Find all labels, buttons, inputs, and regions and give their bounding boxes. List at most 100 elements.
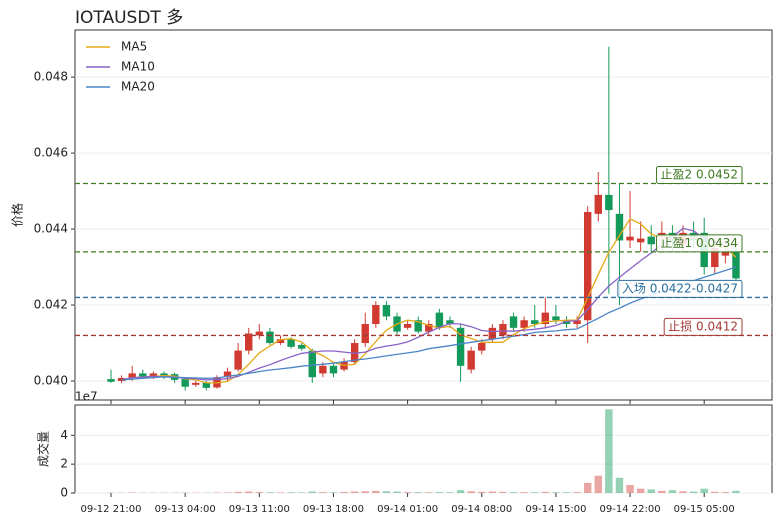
volume-bar [234, 491, 242, 493]
candle-body [552, 316, 560, 321]
volume-bar [435, 492, 444, 493]
candle-body [488, 327, 497, 340]
candle-body [297, 344, 306, 349]
candle-body [139, 373, 147, 377]
volume-bar [414, 492, 422, 493]
candle-body [329, 365, 338, 374]
volume-bar [297, 492, 306, 493]
volume-bar [647, 489, 655, 493]
volume-bar [266, 492, 274, 493]
candle-body [181, 379, 189, 387]
volume-tick-label: 4 [60, 428, 68, 442]
volume-bar [372, 490, 380, 493]
candle-body [255, 331, 264, 336]
candle-body [520, 320, 528, 328]
volume-bar [668, 490, 677, 493]
candle-body [266, 331, 274, 344]
candle-body [541, 312, 550, 325]
candle-body [372, 305, 380, 325]
candle-body [361, 324, 369, 344]
x-tick-label: 09-13 04:00 [155, 504, 216, 515]
chart-title: IOTAUSDT 多 [75, 8, 183, 28]
ma-line [121, 266, 737, 381]
candle-body [202, 382, 211, 388]
level-label: 入场 0.0422-0.0427 [622, 281, 738, 295]
volume-bar [223, 492, 232, 493]
level-label: 止盈1 0.0434 [661, 236, 738, 250]
volume-bar [552, 492, 560, 493]
volume-bar [446, 492, 454, 493]
volume-bar [319, 492, 327, 493]
candle-body [308, 350, 316, 378]
candle-body [107, 379, 115, 382]
candle-body [509, 316, 518, 328]
volume-bar [658, 490, 666, 493]
volume-bar [340, 491, 348, 493]
candle-body [276, 339, 285, 344]
level-label-box [656, 234, 743, 253]
candle-body [562, 320, 571, 325]
volume-tick-label: 0 [60, 486, 68, 500]
volume-bar [308, 491, 316, 493]
volume-bar [700, 488, 708, 493]
x-tick-label: 09-14 15:00 [525, 504, 586, 515]
candle-body [499, 324, 507, 336]
volume-panel [74, 404, 773, 494]
volume-bar [679, 491, 687, 493]
volume-bar [287, 492, 295, 493]
candle-body [583, 211, 592, 321]
candle-body [721, 251, 730, 256]
volume-bar [255, 492, 264, 493]
volume-bar [245, 491, 253, 493]
volume-bar [636, 488, 645, 493]
volume-bar [615, 477, 624, 493]
volume-bar [393, 491, 401, 493]
volume-offset-label: 1e7 [75, 390, 98, 404]
candle-body [414, 320, 422, 332]
candle-body [531, 320, 539, 325]
volume-bar [499, 491, 507, 493]
candle-body [647, 236, 655, 245]
volume-bar [488, 491, 497, 493]
volume-bar [456, 490, 465, 493]
candle-body [287, 339, 295, 347]
legend-label: MA10 [121, 60, 155, 74]
volume-bar [562, 492, 571, 493]
candle-body [192, 382, 200, 385]
volume-bar [573, 492, 581, 493]
candle-body [594, 194, 602, 214]
candle-body [446, 320, 454, 325]
x-tick-label: 09-15 05:00 [674, 504, 735, 515]
volume-bar [531, 492, 539, 493]
volume-bar [711, 491, 719, 493]
volume-bar [509, 492, 518, 493]
volume-bar [605, 409, 613, 493]
y-axis-label: 价格 [10, 203, 25, 227]
candle-body [605, 194, 613, 211]
volume-bar [478, 491, 486, 493]
y-tick-label: 0.044 [34, 222, 68, 236]
volume-bar [382, 491, 391, 493]
volume-bar [732, 490, 740, 493]
volume-bar [594, 475, 602, 493]
x-tick-label: 09-14 22:00 [600, 504, 661, 515]
volume-bar [583, 482, 592, 493]
candle-body [350, 343, 359, 363]
volume-bar [689, 491, 698, 493]
legend-label: MA5 [121, 40, 147, 54]
x-tick-label: 09-14 08:00 [451, 504, 512, 515]
candle-body [478, 343, 486, 351]
volume-bar [467, 491, 475, 493]
candle-body [626, 236, 634, 241]
volume-bar [541, 491, 550, 493]
volume-tick-label: 2 [60, 457, 68, 471]
level-label-box [656, 165, 743, 184]
volume-bar [329, 492, 338, 493]
candle-body [573, 320, 581, 325]
volume-axis-label: 成交量 [36, 431, 51, 467]
candle-body [149, 373, 158, 377]
ma-line [121, 227, 737, 381]
volume-bar [721, 492, 730, 493]
x-tick-label: 09-12 21:00 [80, 504, 141, 515]
